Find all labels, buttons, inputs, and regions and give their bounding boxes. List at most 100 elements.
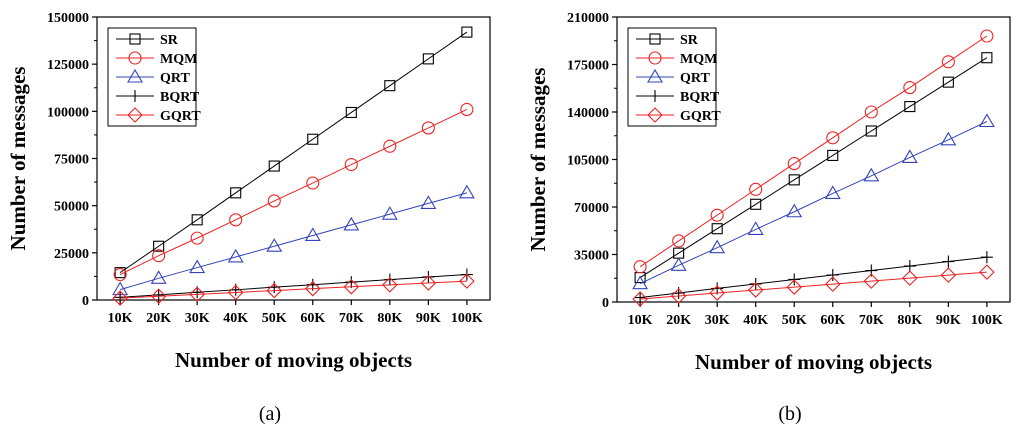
data-point xyxy=(150,288,167,305)
y-tick-label: 0 xyxy=(82,294,89,309)
x-tick-label: 40K xyxy=(743,313,768,328)
data-point xyxy=(747,282,764,298)
data-point xyxy=(709,239,726,254)
x-axis-title: Number of moving objects xyxy=(175,348,412,372)
data-point xyxy=(749,182,763,196)
data-point xyxy=(307,133,319,145)
data-point xyxy=(112,290,128,306)
data-point xyxy=(230,187,242,199)
series-line xyxy=(120,274,467,298)
x-tick-label: 80K xyxy=(377,311,402,326)
series-line xyxy=(119,192,468,291)
legend-label: GQRT xyxy=(160,109,201,124)
x-tick-label: 100K xyxy=(971,313,1003,328)
data-point xyxy=(865,125,877,137)
data-point xyxy=(632,291,648,307)
data-point xyxy=(304,227,321,242)
data-point xyxy=(863,273,880,289)
x-tick-label: 10K xyxy=(628,313,653,328)
data-point xyxy=(903,81,917,95)
data-point xyxy=(421,121,435,135)
data-point xyxy=(266,282,283,299)
legend-marker xyxy=(129,33,141,45)
data-point xyxy=(979,264,995,280)
y-tick-label: 75000 xyxy=(54,153,89,168)
data-point xyxy=(381,206,398,220)
data-point xyxy=(981,52,993,64)
series-gqrt xyxy=(112,273,475,306)
legend-label: SR xyxy=(680,33,699,48)
x-tick-label: 100K xyxy=(451,311,483,326)
series-line xyxy=(119,31,468,274)
x-tick-label: 90K xyxy=(936,313,961,328)
series-bqrt xyxy=(634,251,993,304)
series-mqm xyxy=(113,102,474,282)
data-point xyxy=(903,260,916,273)
data-point xyxy=(383,273,396,286)
data-point xyxy=(343,279,360,295)
data-point xyxy=(632,275,649,290)
data-point xyxy=(904,101,916,113)
legend-marker xyxy=(647,68,663,83)
data-point xyxy=(345,106,357,119)
data-point xyxy=(826,268,839,281)
data-point xyxy=(384,80,396,92)
y-tick-label: 125000 xyxy=(47,58,89,73)
data-point xyxy=(152,249,166,263)
data-point xyxy=(747,221,764,235)
data-point xyxy=(827,149,839,161)
data-point xyxy=(344,157,358,172)
data-point xyxy=(863,167,880,182)
data-point xyxy=(788,174,800,186)
data-point xyxy=(787,157,801,171)
data-point xyxy=(420,275,437,291)
legend-label: GQRT xyxy=(680,109,721,124)
data-point xyxy=(113,267,127,282)
data-point xyxy=(343,216,360,231)
data-point xyxy=(633,260,647,274)
data-point xyxy=(710,208,724,222)
y-tick-label: 100000 xyxy=(47,105,89,120)
legend-label: BQRT xyxy=(160,90,200,105)
data-point xyxy=(978,113,995,128)
data-point xyxy=(670,288,687,304)
legend-label: MQM xyxy=(680,52,717,67)
caption: (a) xyxy=(259,403,281,425)
data-point xyxy=(229,213,243,227)
x-tick-label: 30K xyxy=(185,311,210,326)
y-axis-title: Number of messages xyxy=(526,68,550,252)
legend-marker xyxy=(647,107,663,123)
data-point xyxy=(670,257,687,271)
data-point xyxy=(786,203,803,218)
data-point xyxy=(942,255,955,268)
data-point xyxy=(458,184,475,199)
data-point xyxy=(459,273,475,289)
data-point xyxy=(422,53,434,65)
legend-marker xyxy=(648,51,662,65)
x-tick-label: 70K xyxy=(859,313,884,328)
data-point xyxy=(304,280,321,297)
data-point xyxy=(864,105,878,119)
x-axis-title: Number of moving objects xyxy=(695,350,932,374)
y-tick-label: 105000 xyxy=(567,154,609,169)
x-tick-label: 40K xyxy=(223,311,248,326)
series-gqrt xyxy=(632,264,995,307)
y-tick-label: 175000 xyxy=(567,59,609,74)
data-point xyxy=(826,131,840,145)
legend-marker xyxy=(129,90,141,102)
series-line xyxy=(640,256,987,299)
y-tick-label: 70000 xyxy=(574,201,609,216)
data-point xyxy=(150,270,167,284)
data-point xyxy=(382,277,398,293)
legend: SR MQM QRT BQRT GQRT xyxy=(107,27,201,127)
series-qrt xyxy=(112,184,475,296)
x-tick-label: 70K xyxy=(339,311,364,326)
data-point xyxy=(420,195,437,209)
data-point xyxy=(266,238,283,252)
data-point xyxy=(191,286,204,299)
series-line xyxy=(639,121,988,285)
data-point xyxy=(824,276,841,292)
legend-label: MQM xyxy=(160,52,197,67)
data-point xyxy=(190,231,204,245)
data-point xyxy=(901,149,918,164)
